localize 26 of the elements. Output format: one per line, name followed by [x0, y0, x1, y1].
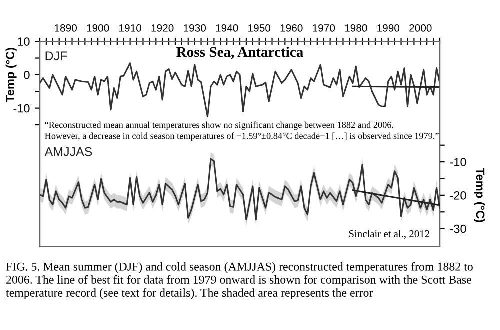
x-tick-label: 2000 — [410, 24, 432, 32]
x-tick-label: 1930 — [184, 24, 206, 32]
y-tick-label: -10 — [14, 104, 30, 113]
x-tick-label: 1890 — [55, 24, 77, 32]
x-tick-label: 1950 — [248, 24, 271, 32]
x-tick-label: 1920 — [152, 24, 174, 32]
y2-tick-label: -10 — [450, 158, 466, 166]
x-tick-label: 1900 — [87, 24, 110, 32]
x-tick-label: 1980 — [345, 24, 368, 32]
y-tick-label: 10 — [18, 38, 30, 46]
y2-tick-label: -30 — [450, 224, 466, 234]
y2-tick-label: -20 — [450, 191, 466, 200]
x-tick-label: 1970 — [313, 24, 336, 32]
x-tick-label: 1940 — [216, 24, 238, 32]
caption: FIG. 5. Mean summer (DJF) and cold season (AMJJAS) reconstructed temperatures from 1882 to 2006. The line of best fit for data from 1979 onward is shown for comparison with the Scott Base temperature record (see text for details). The shaded area represents the error — [6, 262, 473, 300]
annotation: “Reconstructed mean annual temperatures show no significant change between 1882 and 2006. However, a decrease in cold season temperatures of −1.59°±0.84°C decade−1 […] is observed since 1979.” — [45, 122, 439, 142]
series-label: AMJJAS — [44, 147, 92, 156]
series-label: DJF — [46, 52, 68, 60]
y2-axis-title: Temp (°C) — [474, 168, 486, 222]
x-tick-label: 1990 — [378, 24, 400, 32]
y-axis-title: Temp (°C) — [6, 48, 17, 102]
x-tick-label: 1960 — [280, 24, 303, 32]
chart-title: Ross Sea, Antarctica — [176, 46, 304, 60]
x-tick-label: 1910 — [120, 24, 142, 32]
annotation: Sinclair et al., 2012 — [349, 230, 430, 240]
y-tick-label: 0 — [24, 70, 30, 80]
